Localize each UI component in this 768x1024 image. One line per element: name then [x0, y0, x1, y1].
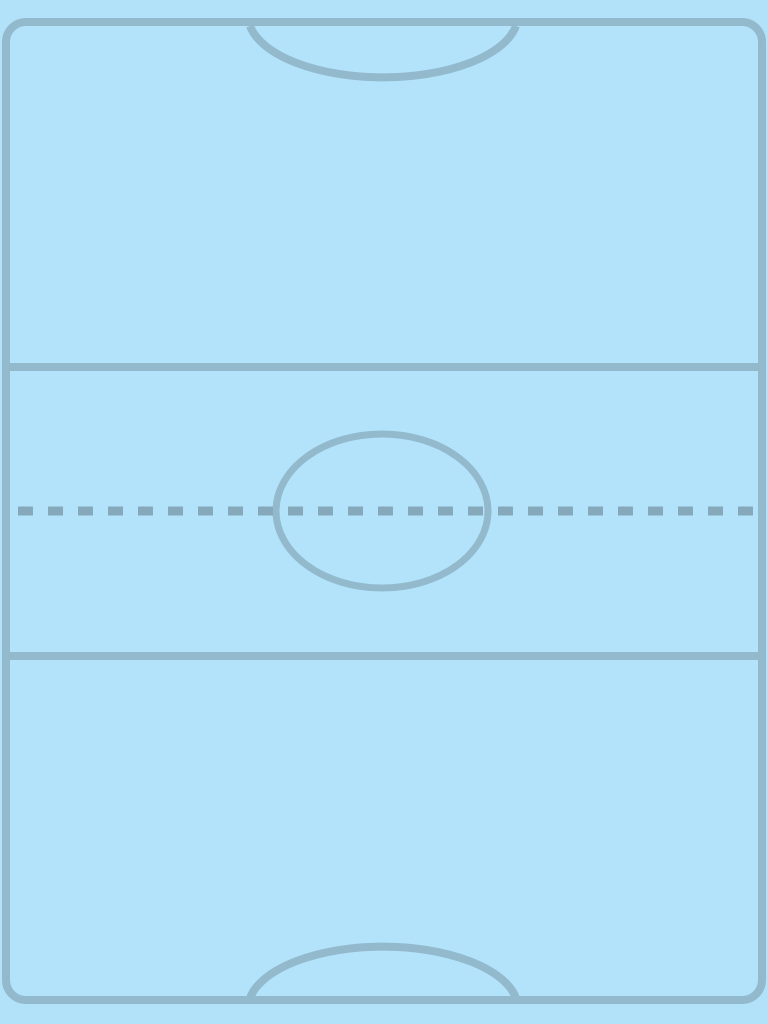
bottom-goal-crease	[246, 942, 520, 1000]
center-circle	[272, 430, 492, 592]
top-goal-crease	[246, 24, 520, 82]
